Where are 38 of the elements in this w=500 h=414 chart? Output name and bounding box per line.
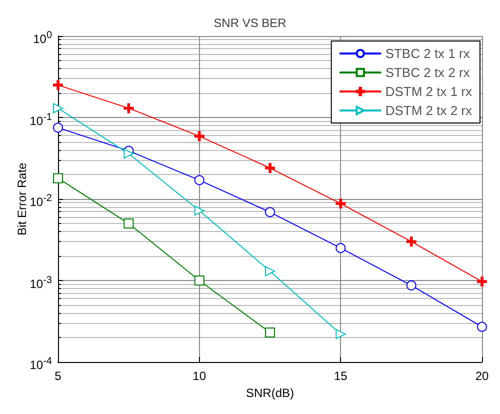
point: [265, 163, 275, 174]
point: [336, 243, 346, 254]
point: [406, 280, 416, 290]
point: [265, 328, 275, 338]
x-axis-title: SNR(dB): [246, 386, 294, 400]
point: [194, 276, 204, 286]
point: [194, 131, 204, 142]
point: [265, 207, 275, 218]
point: [194, 175, 204, 186]
point: [124, 103, 134, 114]
y-tick-label: 10$^{-2}$: [30, 192, 52, 210]
y-tick-label: 10$^{-3}$: [30, 274, 52, 292]
legend-label: DSTM 2 tx 1 rx: [385, 84, 472, 99]
point: [194, 206, 204, 216]
y-tick-label: 10$^{-1}$: [30, 110, 52, 128]
point: [53, 80, 63, 90]
legend-label: STBC 2 tx 1 rx: [385, 46, 470, 61]
point: [477, 276, 487, 287]
x-tick-label: 10: [192, 369, 206, 383]
point: [53, 122, 63, 133]
point: [336, 329, 346, 340]
x-tick-label: 20: [475, 369, 489, 383]
y-tick-label: 10$^{-4}$: [30, 355, 52, 373]
legend-label: DSTM 2 tx 2 rx: [385, 103, 472, 118]
point: [53, 103, 63, 114]
point: [265, 266, 275, 276]
y-axis-title: Bit Error Rate: [15, 162, 29, 236]
x-tick-label: 15: [334, 369, 348, 383]
point: [124, 148, 134, 159]
point: [406, 236, 416, 247]
x-tick-label: 5: [54, 369, 62, 383]
point: [336, 198, 346, 209]
point: [124, 218, 134, 229]
legend-label: STBC 2 tx 2 rx: [385, 65, 470, 80]
point: [53, 173, 63, 184]
y-tick-label: 10$^{0}$: [33, 29, 52, 47]
point: [477, 322, 487, 332]
chart-title: SNR VS BER: [214, 16, 287, 30]
